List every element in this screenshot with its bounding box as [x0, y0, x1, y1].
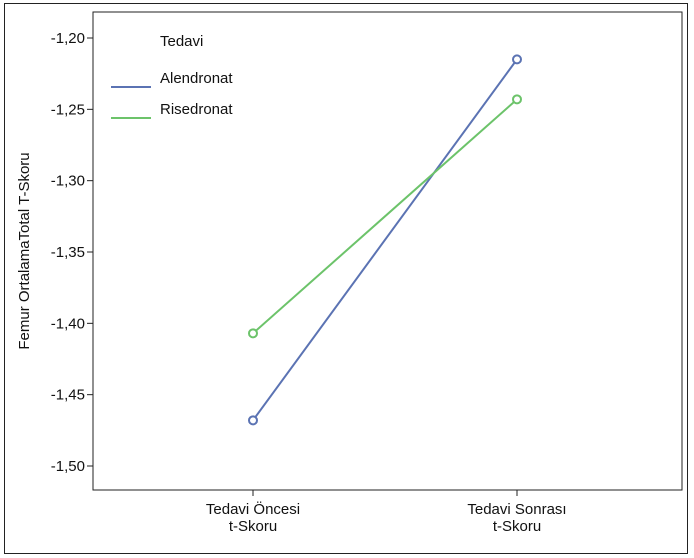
data-point-alendronat — [248, 415, 258, 426]
x-category-label: Tedavi Öncesi — [206, 500, 300, 518]
y-tick-label: -1,30 — [51, 173, 85, 190]
data-point-risedronat — [248, 328, 258, 339]
series-line-alendronat — [252, 58, 518, 421]
plot-area — [92, 11, 683, 491]
x-category-label: Tedavi Sonrası — [467, 501, 566, 518]
y-tick-label: -1,20 — [51, 30, 85, 47]
chart-frame: Femur OrtalamaTotal T-Skoru -1,20 -1,25 -1… — [4, 3, 688, 554]
y-tick-label: -1,50 — [51, 458, 85, 475]
data-point-alendronat — [512, 54, 522, 65]
y-tick-label: -1,45 — [51, 387, 85, 404]
x-category-label: t-Skoru — [493, 518, 541, 535]
y-axis: -1,20 -1,25 -1,30 -1,35 -1,40 -1,45 -1,50 — [51, 30, 93, 475]
x-category-label: t-Skoru — [229, 518, 277, 535]
y-tick-label: -1,25 — [51, 101, 85, 118]
y-tick-label: -1,40 — [51, 315, 85, 332]
series-line-risedronat — [252, 98, 518, 335]
series-group — [248, 54, 522, 426]
legend-title: Tedavi — [160, 33, 203, 50]
y-axis-title: Femur OrtalamaTotal T-Skoru — [16, 152, 33, 349]
line-chart: Femur OrtalamaTotal T-Skoru -1,20-1,25-1… — [16, 11, 683, 535]
legend-label: Risedronat — [160, 101, 233, 118]
data-point-risedronat — [512, 94, 522, 105]
legend-label: Alendronat — [160, 70, 233, 87]
y-tick-label: -1,35 — [51, 244, 85, 261]
legend: Tedavi Alendronat Risedronat — [111, 33, 233, 119]
